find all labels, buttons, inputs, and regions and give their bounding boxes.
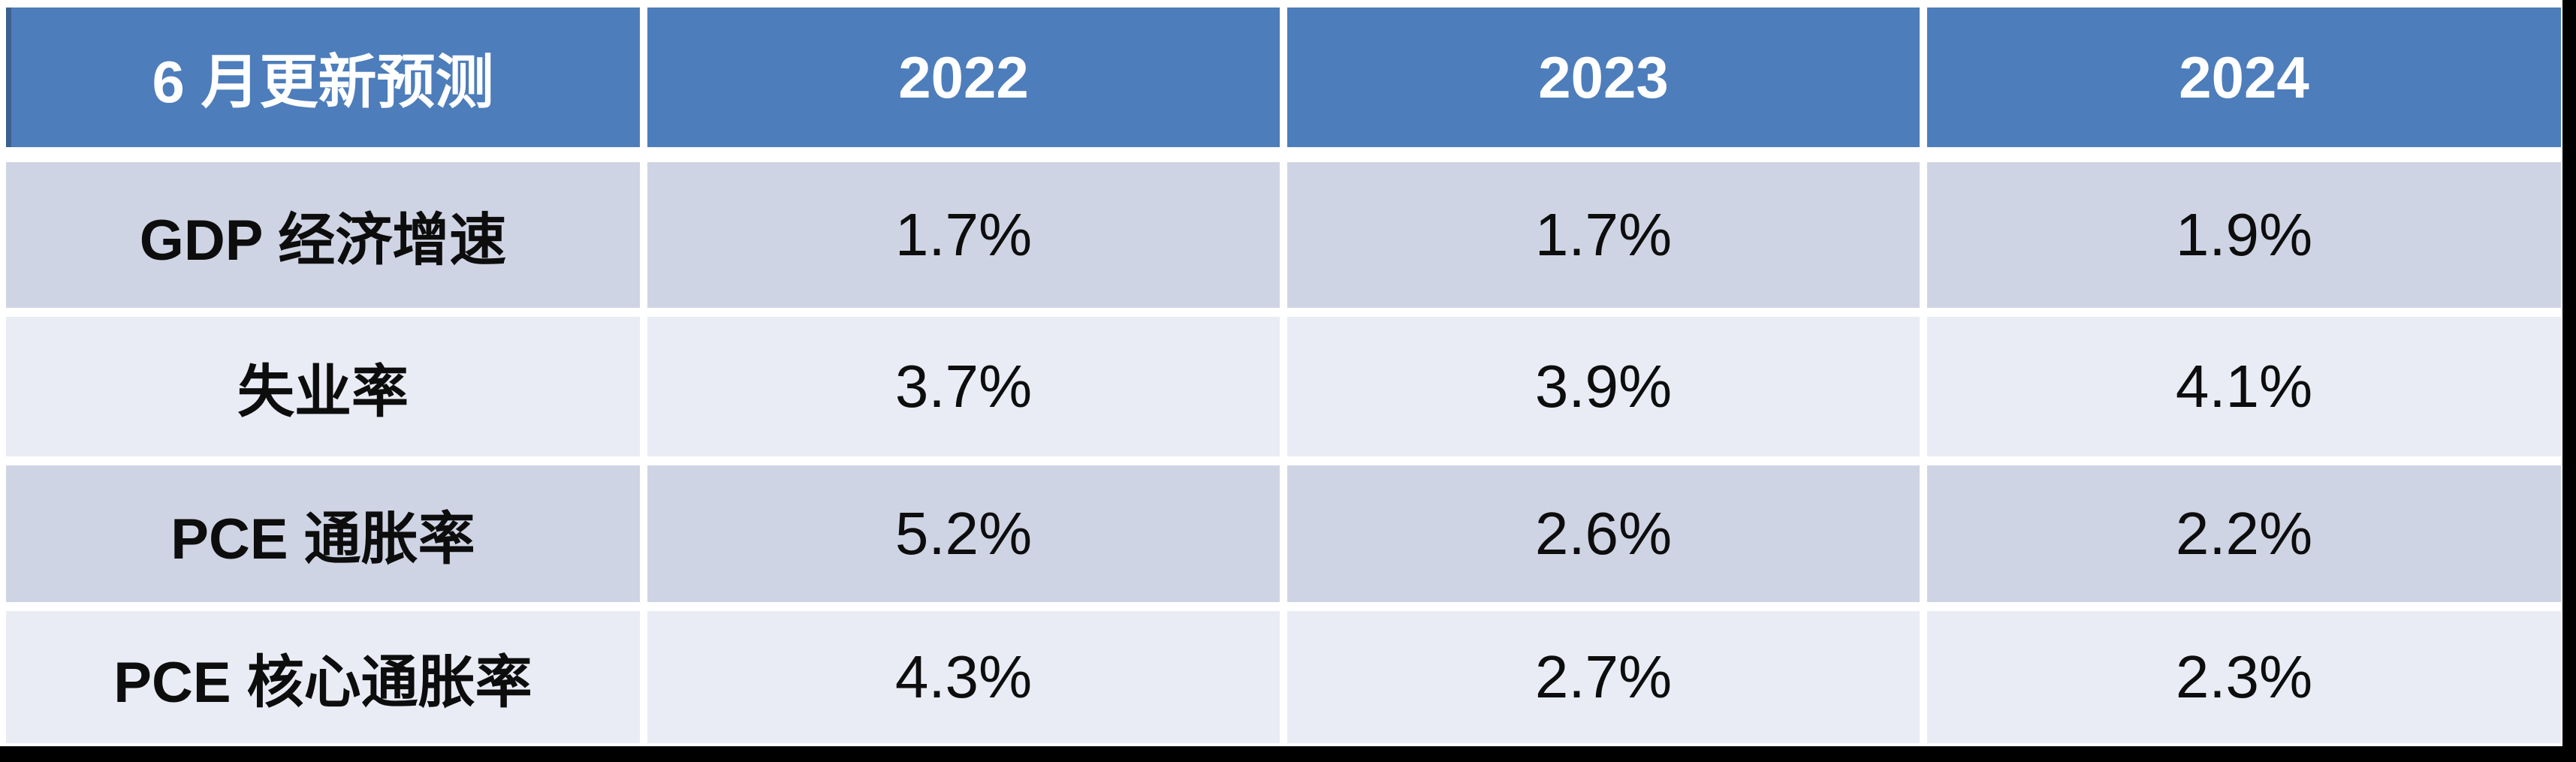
forecast-table: 6 月更新预测 2022 2023 2024 GDP 经济增速 1.7% 1.7… [6, 8, 2561, 743]
header-title-cell: 6 月更新预测 [6, 8, 640, 147]
header-year-2024-cell: 2024 [1927, 8, 2561, 147]
table-title: 6 月更新预测 [152, 49, 494, 115]
value-cell-2022: 4.3% [647, 611, 1280, 743]
value-text: 5.2% [894, 500, 1033, 567]
row-label: PCE 核心通胀率 [113, 651, 532, 715]
table-header-row: 6 月更新预测 2022 2023 2024 [6, 8, 2561, 147]
value-cell-2023: 3.9% [1287, 317, 1920, 456]
value-text: 2.2% [2175, 500, 2313, 567]
value-cell-2022: 5.2% [647, 465, 1280, 602]
value-cell-2024: 2.3% [1927, 611, 2561, 743]
value-text: 3.9% [1534, 353, 1673, 420]
value-cell-2023: 2.7% [1287, 611, 1920, 743]
row-label-cell: GDP 经济增速 [6, 162, 640, 308]
value-cell-2023: 2.6% [1287, 465, 1920, 602]
row-label: GDP 经济增速 [139, 209, 507, 273]
year-2023-label: 2023 [1538, 44, 1669, 110]
value-text: 1.7% [894, 201, 1033, 268]
table-row-pce-inflation: PCE 通胀率 5.2% 2.6% 2.2% [6, 465, 2561, 602]
row-label: 失业率 [237, 360, 409, 424]
value-text: 1.9% [2175, 201, 2313, 268]
value-text: 3.7% [894, 353, 1033, 420]
value-text: 1.7% [1534, 201, 1673, 268]
year-2022-label: 2022 [898, 44, 1029, 110]
row-label-cell: PCE 通胀率 [6, 465, 640, 602]
value-cell-2024: 1.9% [1927, 162, 2561, 308]
screen-edge-bottom-bar [0, 746, 2576, 762]
value-cell-2022: 1.7% [647, 162, 1280, 308]
value-text: 2.7% [1534, 643, 1673, 710]
table-row-unemployment: 失业率 3.7% 3.9% 4.1% [6, 317, 2561, 456]
value-cell-2023: 1.7% [1287, 162, 1920, 308]
value-text: 4.1% [2175, 353, 2313, 420]
row-label: PCE 通胀率 [170, 507, 475, 571]
value-text: 2.3% [2175, 643, 2313, 710]
screen-edge-right-bar [2562, 0, 2576, 762]
value-cell-2022: 3.7% [647, 317, 1280, 456]
row-label-cell: PCE 核心通胀率 [6, 611, 640, 743]
row-label-cell: 失业率 [6, 317, 640, 456]
value-text: 2.6% [1534, 500, 1673, 567]
value-cell-2024: 2.2% [1927, 465, 2561, 602]
year-2024-label: 2024 [2179, 44, 2309, 110]
header-year-2022-cell: 2022 [647, 8, 1280, 147]
table-row-core-pce-inflation: PCE 核心通胀率 4.3% 2.7% 2.3% [6, 611, 2561, 743]
value-cell-2024: 4.1% [1927, 317, 2561, 456]
header-year-2023-cell: 2023 [1287, 8, 1920, 147]
value-text: 4.3% [894, 643, 1033, 710]
table-row-gdp-growth: GDP 经济增速 1.7% 1.7% 1.9% [6, 162, 2561, 308]
